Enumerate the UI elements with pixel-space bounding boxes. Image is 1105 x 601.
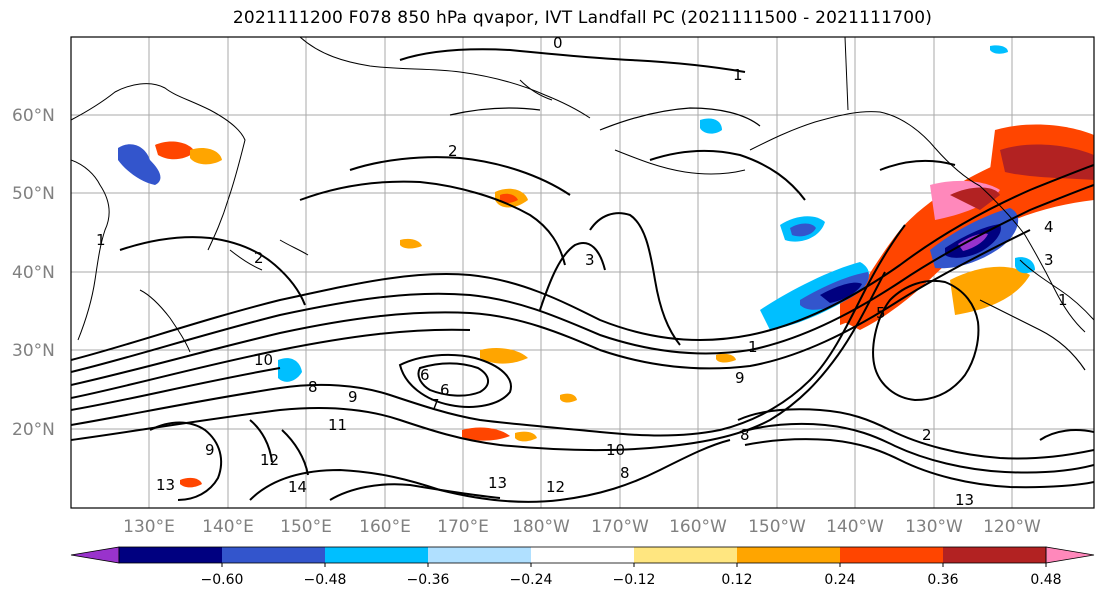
contour-label: 12	[260, 451, 279, 469]
contour-label: 0	[553, 34, 563, 52]
contour-lines	[71, 48, 1094, 503]
contour-label: 13	[156, 476, 175, 494]
latitude-labels: 60°N 50°N 40°N 30°N 20°N	[12, 106, 55, 440]
colorbar-outline	[118, 546, 1047, 564]
contour-label: 8	[740, 426, 750, 444]
contour-label: 12	[546, 478, 565, 496]
lat-label: 50°N	[12, 184, 55, 204]
colorbar-tick-label: 0.24	[824, 572, 855, 588]
contour-label: 1	[733, 66, 743, 84]
map-panel: 0 1 2 1 2 3 3 10 8 9 6 7 6 11 10 12 13 1…	[71, 34, 1094, 509]
lon-label: 180°W	[512, 517, 570, 537]
contour-label: 10	[606, 441, 625, 459]
gridlines	[71, 37, 1094, 508]
contour-label: 6	[420, 366, 430, 384]
colorbar-tick-label: −0.12	[613, 572, 656, 588]
colorbar-extend-low	[70, 546, 120, 564]
contour-label: 11	[328, 416, 347, 434]
map-frame	[70, 36, 1095, 509]
colorbar-segment	[634, 547, 738, 563]
map-title: 2021111200 F078 850 hPa qvapor, IVT Land…	[232, 8, 933, 28]
contour-label: 1	[1058, 291, 1068, 309]
lat-label: 40°N	[12, 263, 55, 283]
contour-lines-thin	[449, 107, 1086, 371]
lon-label: 140°W	[826, 517, 884, 537]
lon-label: 170°E	[437, 517, 489, 537]
colorbar-tick-label: 0.36	[927, 572, 958, 588]
lat-label: 60°N	[12, 106, 55, 126]
contour-label: 9	[205, 441, 215, 459]
contour-label: 14	[288, 478, 307, 496]
colorbar-tick-label: −0.60	[201, 572, 244, 588]
contour-label: 2	[448, 142, 458, 160]
lon-label: 130°W	[905, 517, 963, 537]
contour-label: 2	[254, 249, 264, 267]
contour-label: 4	[1044, 218, 1054, 236]
contour-label: 7	[430, 396, 440, 414]
contour-labels: 0 1 2 1 2 3 3 10 8 9 6 7 6 11 10 12 13 1…	[96, 34, 1068, 509]
lon-label: 130°E	[123, 517, 175, 537]
contour-label: 8	[308, 378, 318, 396]
colorbar-segment	[840, 547, 944, 563]
colorbar-segment	[737, 547, 841, 563]
colorbar-tick-label: −0.36	[407, 572, 450, 588]
lat-label: 30°N	[12, 341, 55, 361]
contour-label: 2	[922, 426, 932, 444]
colorbar-segment	[943, 547, 1047, 563]
colorbar-tick-label: 0.12	[721, 572, 752, 588]
colorbar-tick-label: −0.48	[304, 572, 347, 588]
contour-label: 13	[955, 491, 974, 509]
colorbar-segment	[222, 547, 326, 563]
contour-label: 8	[620, 464, 630, 482]
lon-label: 150°E	[280, 517, 332, 537]
colorbar-ticks: −0.60 −0.48 −0.36 −0.24 −0.12 0.12 0.24 0.36 0.4…	[201, 563, 1062, 588]
coastlines	[71, 37, 1094, 353]
contour-label: 10	[254, 351, 273, 369]
colorbar-segment	[428, 547, 532, 563]
contour-label: 3	[1044, 251, 1054, 269]
lon-label: 160°E	[359, 517, 411, 537]
colorbar-extend-high	[1045, 546, 1095, 564]
contour-label: 9	[735, 369, 745, 387]
contour-label: 9	[348, 388, 358, 406]
colorbar-segment	[531, 547, 635, 563]
colorbar: −0.60 −0.48 −0.36 −0.24 −0.12 0.12 0.24 0.36 0.4…	[70, 546, 1095, 588]
lon-label: 150°W	[748, 517, 806, 537]
contour-label: 3	[585, 251, 595, 269]
contour-label: 1	[748, 338, 758, 356]
colorbar-segment	[119, 547, 223, 563]
contour-label: 6	[440, 381, 450, 399]
colorbar-segment	[325, 547, 429, 563]
lat-label: 20°N	[12, 420, 55, 440]
contour-label: 13	[488, 474, 507, 492]
colorbar-tick-label: −0.24	[510, 572, 553, 588]
lon-label: 170°W	[591, 517, 649, 537]
contour-label: 5	[876, 304, 886, 322]
contour-label: 1	[96, 231, 106, 249]
lon-label: 160°W	[669, 517, 727, 537]
lon-label: 140°E	[202, 517, 254, 537]
longitude-labels: 130°E 140°E 150°E 160°E 170°E 180°W 170°…	[123, 517, 1041, 537]
lon-label: 120°W	[983, 517, 1041, 537]
colorbar-segments	[70, 546, 1095, 564]
colorbar-tick-label: 0.48	[1030, 572, 1061, 588]
